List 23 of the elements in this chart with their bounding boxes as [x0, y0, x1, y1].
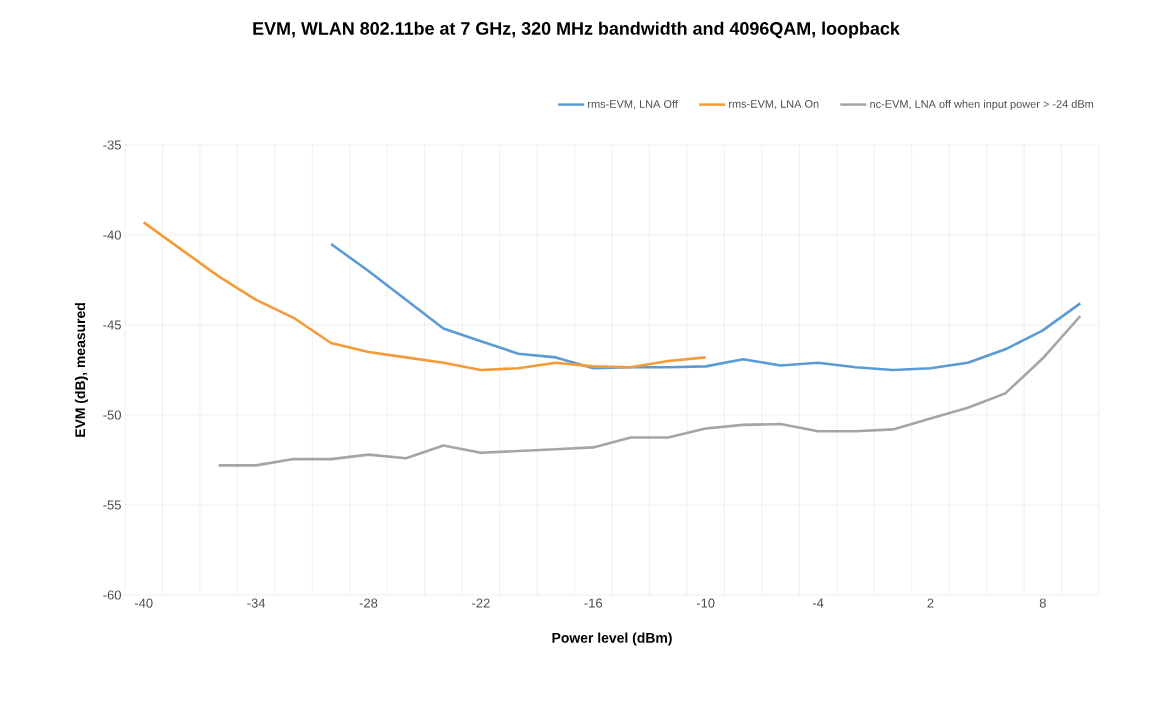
x-tick-label: 2 [927, 598, 934, 608]
legend-label: rms-EVM, LNA On [729, 100, 819, 110]
line-series [142, 221, 707, 372]
x-tick-label: -22 [472, 598, 490, 608]
chart-title: EVM, WLAN 802.11be at 7 GHz, 320 MHz bandwidth and 4096QAM, loopback [253, 21, 900, 39]
y-tick-label: -60 [103, 590, 121, 600]
y-tick-label: -55 [103, 500, 121, 510]
y-tick-label: -50 [103, 410, 121, 420]
x-tick-label: -28 [359, 598, 378, 608]
x-axis-title: Power level (dBm) [552, 632, 672, 646]
legend-label: rms-EVM, LNA Off [588, 99, 678, 110]
x-tick-label: -34 [247, 598, 266, 608]
y-axis-title: EVM (dB), measured [74, 303, 88, 437]
x-tick-label: -4 [812, 598, 824, 608]
y-tick-label: -35 [103, 140, 121, 150]
y-tick-label: -45 [103, 320, 121, 330]
legend-label: nc-EVM, LNA off when input power > -24 dBm [870, 99, 1094, 111]
line-series [217, 314, 1082, 467]
x-tick-label: -16 [584, 598, 603, 608]
y-tick-label: -40 [103, 230, 121, 240]
x-tick-label: -10 [696, 598, 715, 608]
x-tick-label: 8 [1039, 598, 1046, 608]
x-tick-label: -40 [134, 598, 153, 608]
